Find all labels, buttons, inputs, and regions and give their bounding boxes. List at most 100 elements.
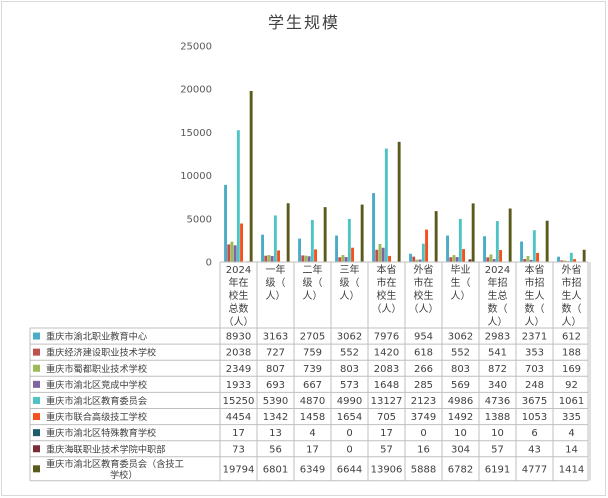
data-label: 1458 xyxy=(300,412,325,423)
legend-swatch xyxy=(33,429,40,437)
data-label: 57 xyxy=(380,444,393,455)
data-label: 1933 xyxy=(226,380,251,391)
bar xyxy=(236,130,240,262)
data-label: 266 xyxy=(414,364,433,375)
data-label: 8930 xyxy=(226,332,251,343)
data-label: 19794 xyxy=(223,464,255,475)
data-label: 13127 xyxy=(371,396,403,407)
category-label: 二年 xyxy=(303,263,323,276)
legend-label: 重庆海联职业技术学院中职部 xyxy=(46,443,165,455)
bar xyxy=(495,221,499,262)
data-label: 954 xyxy=(414,332,433,343)
bar xyxy=(240,223,243,262)
data-label: 5390 xyxy=(263,396,288,407)
data-label: 304 xyxy=(451,444,470,455)
legend-label: 重庆市渝北区教育委员会 xyxy=(46,395,147,407)
bar xyxy=(499,250,502,262)
bar xyxy=(529,259,533,262)
legend-label: 重庆市渝北区特殊教育学校 xyxy=(46,427,156,439)
category-label: 市招 xyxy=(525,276,545,289)
data-label: 569 xyxy=(451,380,470,391)
bar xyxy=(415,259,419,262)
chart-title: 学生规模 xyxy=(267,13,340,32)
category-label: 数（ xyxy=(488,302,508,315)
category-label: 数（ xyxy=(525,302,545,315)
data-label: 2349 xyxy=(226,364,251,375)
bar xyxy=(492,259,496,262)
legend-swatch xyxy=(33,413,40,421)
data-label: 3675 xyxy=(522,396,547,407)
data-label: 3062 xyxy=(337,332,362,343)
data-label: 6782 xyxy=(448,464,473,475)
bar xyxy=(409,253,412,262)
data-label: 612 xyxy=(562,332,581,343)
bar xyxy=(249,90,253,262)
legend-label: 重庆市联合高级技工学校 xyxy=(46,411,147,423)
category-label: 人） xyxy=(266,290,286,302)
category-label: 校生 xyxy=(377,289,397,302)
data-label: 2083 xyxy=(374,364,399,375)
category-label: 生（ xyxy=(451,276,471,289)
bar xyxy=(508,208,512,262)
data-label: 0 xyxy=(420,428,426,439)
bar xyxy=(462,249,465,262)
bar xyxy=(471,203,475,262)
data-label: 2038 xyxy=(226,348,251,359)
data-label: 335 xyxy=(562,412,581,423)
category-label: 本省 xyxy=(525,263,545,276)
bar xyxy=(270,256,274,262)
data-label: 4986 xyxy=(448,396,473,407)
legend-label: 重庆市渝北区竞成中学校 xyxy=(46,379,147,391)
category-label: （人） xyxy=(224,316,254,328)
data-label: 759 xyxy=(303,348,322,359)
data-label: 1654 xyxy=(337,412,362,423)
category-label: 市在 xyxy=(414,276,434,289)
bar xyxy=(277,250,280,262)
data-label: 3749 xyxy=(411,412,436,423)
category-label: 总数 xyxy=(229,302,249,315)
bar xyxy=(545,220,549,262)
data-label: 4 xyxy=(309,428,315,439)
data-label: 4454 xyxy=(226,412,251,423)
bar xyxy=(230,241,234,262)
category-label: 级（ xyxy=(303,277,323,289)
data-label: 703 xyxy=(525,364,544,375)
bar xyxy=(532,230,536,262)
legend-swatch xyxy=(33,396,40,404)
bar xyxy=(397,141,401,262)
data-label: 14 xyxy=(565,444,578,455)
legend-label: 学校） xyxy=(110,469,138,481)
data-label: 3062 xyxy=(448,332,473,343)
data-label: 17 xyxy=(306,444,319,455)
bar xyxy=(486,257,490,262)
category-label: 一年 xyxy=(266,263,286,276)
data-label: 739 xyxy=(303,364,322,375)
bar xyxy=(381,247,385,262)
bar xyxy=(421,243,425,262)
data-label: 1061 xyxy=(559,396,584,407)
data-label: 16 xyxy=(417,444,430,455)
bar xyxy=(412,256,416,262)
bar xyxy=(341,255,345,262)
bar xyxy=(304,255,308,262)
category-label: 人） xyxy=(562,316,582,328)
data-label: 248 xyxy=(525,380,544,391)
category-label: 毕业 xyxy=(451,263,471,276)
category-label: 生人 xyxy=(562,289,582,302)
bar xyxy=(536,252,539,262)
data-label: 803 xyxy=(451,364,470,375)
data-label: 6191 xyxy=(485,464,510,475)
data-label: 2705 xyxy=(300,332,325,343)
bar xyxy=(560,260,564,262)
category-label: 级（ xyxy=(340,277,360,289)
data-label: 92 xyxy=(565,380,578,391)
data-label: 17 xyxy=(232,428,245,439)
data-label: 5888 xyxy=(411,464,436,475)
bar xyxy=(261,234,264,262)
data-label: 2123 xyxy=(411,396,436,407)
data-label: 0 xyxy=(346,428,352,439)
data-label: 693 xyxy=(266,380,285,391)
category-label: 年在 xyxy=(229,276,249,289)
bar xyxy=(483,236,486,262)
